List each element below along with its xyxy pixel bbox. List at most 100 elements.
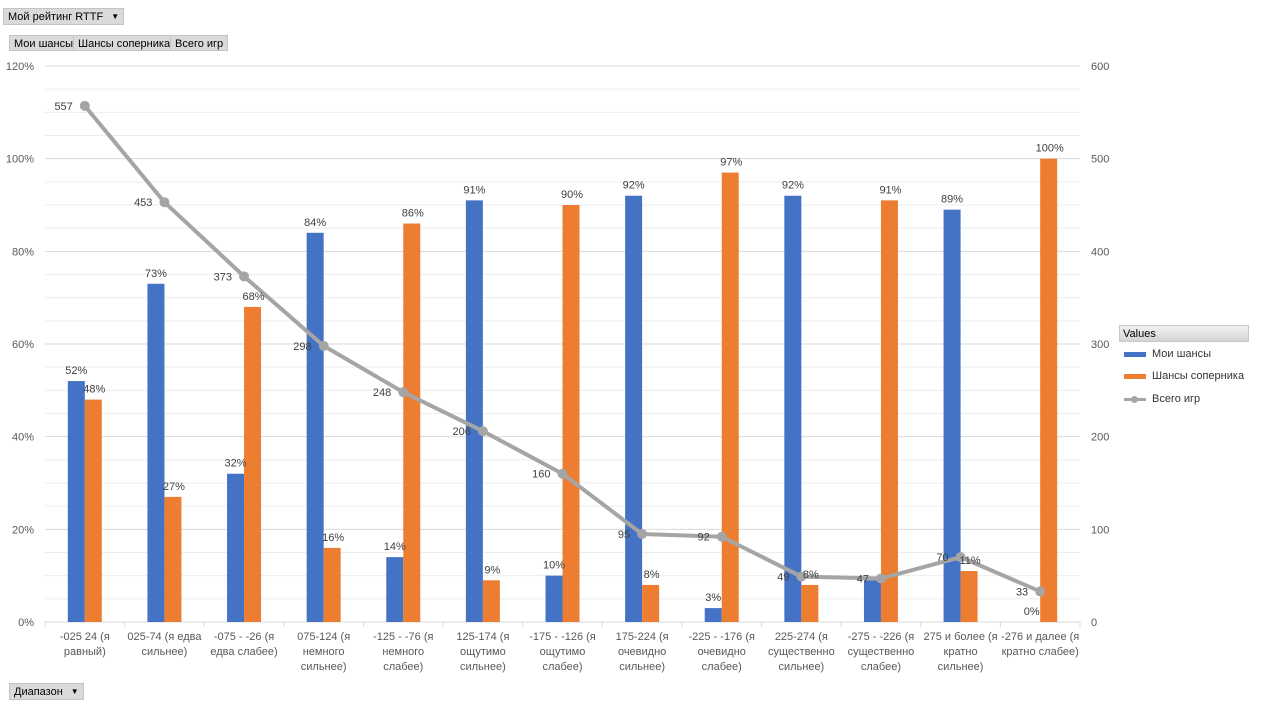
y-axis-tick-label: 0% <box>18 617 34 629</box>
line-data-label: 92 <box>697 532 709 544</box>
bar-opponent-chances <box>960 571 978 622</box>
y-axis-tick-label: 60% <box>12 339 34 351</box>
bar-data-label: 32% <box>225 458 247 470</box>
legend-swatch-orange <box>1124 374 1146 379</box>
line-data-label: 206 <box>453 426 471 438</box>
x-axis-tick-label: 225-274 (я существенно сильнее) <box>768 631 835 673</box>
line-point-total-games <box>1035 586 1046 597</box>
bar-data-label: 68% <box>243 291 265 303</box>
bar-data-label: 89% <box>941 194 963 206</box>
bar-data-label: 92% <box>623 180 645 192</box>
x-axis-tick-label: 175-224 (я очевидно сильнее) <box>616 631 669 673</box>
x-axis-tick-label: 275 и более (я кратно сильнее) <box>924 631 998 673</box>
line-data-label: 248 <box>373 387 391 399</box>
line-point-total-games <box>79 100 90 111</box>
line-point-total-games <box>796 571 807 582</box>
bar-data-label: 91% <box>463 184 485 196</box>
bar-data-label: 0% <box>1024 606 1040 618</box>
legend-swatch-blue <box>1124 352 1146 357</box>
line-data-label: 70 <box>936 552 948 564</box>
axis-field-button[interactable]: Диапазон ▼ <box>9 683 84 700</box>
bar-opponent-chances <box>164 496 182 622</box>
line-data-label: 47 <box>857 573 869 585</box>
x-axis-tick-label: -075 - -26 (я едва слабее) <box>210 631 277 658</box>
bar-data-label: 8% <box>803 569 819 581</box>
line-point-total-games <box>239 271 250 282</box>
y2-axis-tick-label: 200 <box>1091 432 1109 444</box>
bar-my-chances <box>704 608 722 622</box>
line-data-label: 373 <box>214 271 232 283</box>
legend-title: Values <box>1119 325 1249 342</box>
y2-axis-tick-label: 400 <box>1091 246 1109 258</box>
line-point-total-games <box>716 531 727 542</box>
y-axis-tick-label: 120% <box>6 61 34 73</box>
legend-marker-dot <box>1131 396 1138 403</box>
bar-my-chances <box>147 283 165 622</box>
bar-opponent-chances <box>642 584 660 622</box>
legend-label: Мои шансы <box>1152 348 1212 360</box>
line-data-label: 298 <box>293 341 311 353</box>
legend-label: Всего игр <box>1152 393 1201 405</box>
x-axis-tick-label: -225 - -176 (я очевидно слабее) <box>688 631 755 673</box>
line-data-label: 49 <box>777 572 789 584</box>
y-axis-tick-label: 80% <box>12 246 34 258</box>
bar-data-label: 90% <box>561 189 583 201</box>
bar-data-label: 10% <box>543 560 565 572</box>
y-axis-tick-label: 20% <box>12 524 34 536</box>
bar-opponent-chances <box>801 584 819 622</box>
y-axis-tick-label: 40% <box>12 432 34 444</box>
line-point-total-games <box>398 387 409 398</box>
bar-my-chances <box>306 232 324 623</box>
bar-my-chances <box>545 575 563 622</box>
value-field-button-my-chances[interactable]: Мои шансы <box>9 35 79 51</box>
x-axis-tick-label: 025-74 (я едва сильнее) <box>127 631 202 658</box>
bar-data-label: 8% <box>644 569 660 581</box>
bar-opponent-chances <box>323 547 341 622</box>
line-point-total-games <box>477 426 488 437</box>
x-axis-tick-label: 125-174 (я ощутимо сильнее) <box>456 631 509 673</box>
x-axis-tick-label: 075-124 (я немного сильнее) <box>297 631 350 673</box>
bar-my-chances <box>863 580 881 622</box>
bar-my-chances <box>465 200 483 622</box>
bar-data-label: 73% <box>145 268 167 280</box>
data-labels: 52% 48% 73% 27% 32% 68% 84% 16% 14% 86% 91% 9% 10% 90… <box>54 101 1064 618</box>
y-axis-tick-label: 100% <box>6 154 34 166</box>
dropdown-arrow-icon: ▼ <box>70 687 79 697</box>
line-data-label: 557 <box>54 101 72 113</box>
legend-label: Шансы соперника <box>1152 370 1245 382</box>
bar-data-label: 84% <box>304 217 326 229</box>
bar-data-label: 48% <box>83 384 105 396</box>
line-point-total-games <box>875 573 886 584</box>
bar-my-chances <box>67 381 85 622</box>
x-axis-tick-label: -025 24 (я равный) <box>60 631 110 658</box>
line-point-total-games <box>557 468 568 479</box>
bar-data-label: 100% <box>1036 143 1064 155</box>
bar-my-chances <box>943 209 961 622</box>
line-data-label: 33 <box>1016 586 1028 598</box>
bar-data-label: 52% <box>65 365 87 377</box>
bar-data-label: 16% <box>322 532 344 544</box>
y2-axis-tick-label: 600 <box>1091 61 1109 73</box>
y2-axis-tick-label: 0 <box>1091 617 1097 629</box>
line-point-total-games <box>637 528 648 539</box>
bar-data-label: 86% <box>402 208 424 220</box>
bar-marks <box>67 158 1058 623</box>
bar-data-label: 9% <box>484 564 500 576</box>
value-field-button-total-games[interactable]: Всего игр <box>170 35 229 51</box>
bar-data-label: 14% <box>384 541 406 553</box>
x-axis-tick-label: -175 - -126 (я ощутимо слабее) <box>529 631 596 673</box>
bar-my-chances <box>625 195 643 622</box>
value-field-button-opponent-chances[interactable]: Шансы соперника <box>73 35 176 51</box>
bar-data-label: 3% <box>705 592 721 604</box>
report-filter-button[interactable]: Мой рейтинг RTTF ▼ <box>3 8 125 25</box>
y2-axis-tick-label: 500 <box>1091 154 1109 166</box>
bar-opponent-chances <box>403 223 421 623</box>
line-data-label: 160 <box>532 469 550 481</box>
bar-opponent-chances <box>562 205 580 622</box>
axis-field-label: Диапазон <box>14 686 63 698</box>
bar-my-chances <box>784 195 802 622</box>
y2-axis-tick-label: 100 <box>1091 524 1109 536</box>
bar-my-chances <box>227 473 245 622</box>
bar-data-label: 27% <box>163 481 185 493</box>
bar-opponent-chances <box>1040 158 1058 622</box>
